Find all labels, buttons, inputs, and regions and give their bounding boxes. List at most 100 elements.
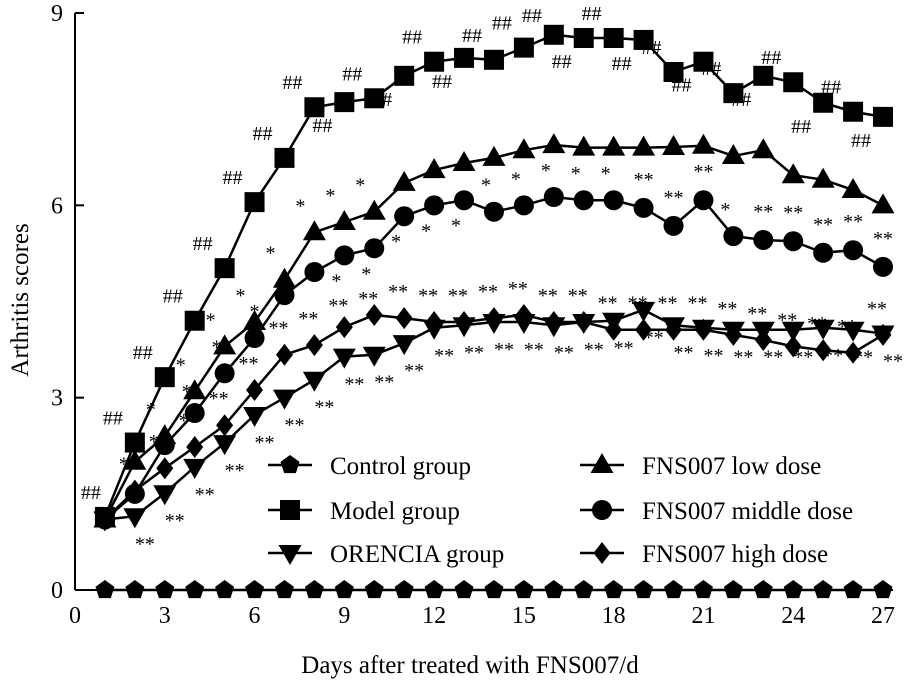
circle-marker <box>364 238 385 259</box>
triangle-up-marker <box>302 220 326 241</box>
x-tick-label: 24 <box>781 603 805 629</box>
x-tick-label: 18 <box>602 603 626 629</box>
triangle-up-marker <box>721 143 745 164</box>
significance-mark: ## <box>133 342 153 364</box>
significance-mark: ** <box>284 415 304 437</box>
significance-mark: ** <box>135 533 155 555</box>
pentagon-marker <box>544 580 564 599</box>
triangle-up-marker <box>871 193 895 214</box>
significance-mark: ## <box>252 123 272 145</box>
diamond-marker <box>275 343 293 366</box>
significance-mark: ** <box>434 345 454 367</box>
diamond-marker <box>96 508 114 531</box>
triangle-up-marker <box>183 379 207 400</box>
square-marker <box>693 51 714 72</box>
significance-mark: ** <box>225 460 245 482</box>
significance-mark: * <box>212 336 222 358</box>
square-marker <box>513 37 534 58</box>
diamond-marker <box>844 341 862 364</box>
legend-label-control: Control group <box>330 453 471 480</box>
significance-mark: ** <box>119 454 139 476</box>
significance-mark: * <box>720 199 730 221</box>
significance-mark: ** <box>568 285 588 307</box>
significance-mark: ## <box>582 3 602 25</box>
significance-mark: ## <box>642 37 662 59</box>
significance-mark: ** <box>418 285 438 307</box>
circle-marker <box>633 197 654 218</box>
significance-mark: ** <box>179 410 199 432</box>
circle-marker <box>843 240 864 261</box>
significance-mark: ## <box>552 51 572 73</box>
significance-mark: * <box>355 175 365 197</box>
circle-marker <box>592 500 612 520</box>
legend-label-low-dose: FNS007 low dose <box>642 453 821 480</box>
x-tick-label: 27 <box>871 603 895 629</box>
diamond-marker <box>874 323 892 346</box>
pentagon-marker <box>125 580 145 599</box>
y-tick-label: 0 <box>51 578 63 604</box>
significance-mark: ## <box>731 89 751 111</box>
significance-mark: ** <box>554 342 574 364</box>
pentagon-marker <box>723 580 743 599</box>
significance-mark: * <box>541 160 551 182</box>
square-marker <box>783 72 804 93</box>
significance-mark: ## <box>462 25 482 47</box>
square-marker <box>633 29 654 50</box>
significance-mark: ## <box>402 27 422 49</box>
triangle-up-marker <box>811 167 835 188</box>
triangle-down-marker <box>213 435 237 456</box>
significance-mark: ** <box>747 303 767 325</box>
diamond-marker <box>395 307 413 330</box>
square-marker <box>214 258 235 279</box>
triangle-down-marker <box>632 301 656 322</box>
significance-mark: ## <box>701 58 721 80</box>
significance-mark: ** <box>524 339 544 361</box>
square-marker <box>723 83 744 104</box>
square-marker <box>483 49 504 70</box>
triangle-up-marker <box>590 453 614 473</box>
diamond-marker <box>814 339 832 362</box>
significance-mark: ** <box>478 281 498 303</box>
square-marker <box>454 47 475 68</box>
pentagon-marker <box>873 580 893 599</box>
circle-marker <box>873 256 893 277</box>
legend-label-orencia: ORENCIA group <box>330 541 504 568</box>
legend-label-model: Model group <box>330 498 460 525</box>
series-control-group <box>95 580 893 599</box>
triangle-down-marker <box>153 485 177 506</box>
significance-mark: ** <box>374 372 394 394</box>
x-tick-label: 9 <box>338 603 350 629</box>
circle-marker <box>394 206 415 227</box>
circle-marker <box>483 201 504 222</box>
triangle-up-marker <box>243 310 267 331</box>
triangle-down-marker <box>183 458 207 479</box>
significance-mark: * <box>206 309 216 331</box>
pentagon-marker <box>95 580 115 599</box>
pentagon-marker <box>424 580 444 599</box>
pentagon-marker <box>155 580 175 599</box>
x-tick-label: 6 <box>249 603 261 629</box>
circle-marker <box>543 186 564 207</box>
pentagon-marker <box>753 580 773 599</box>
x-tick-label: 0 <box>69 603 81 629</box>
significance-mark: ## <box>522 5 542 27</box>
significance-mark: ## <box>612 53 632 75</box>
triangle-up-marker <box>422 158 446 179</box>
significance-mark: ** <box>783 202 803 224</box>
triangle-up-marker <box>632 135 656 156</box>
square-marker <box>573 28 594 49</box>
significance-mark: ** <box>464 342 484 364</box>
significance-mark: ** <box>687 293 707 315</box>
significance-mark: ** <box>195 484 215 506</box>
triangle-down-marker <box>392 335 416 356</box>
significance-mark: ** <box>165 510 185 532</box>
x-tick-label: 12 <box>422 603 446 629</box>
triangle-up-marker <box>602 135 626 156</box>
diamond-marker <box>515 303 533 326</box>
triangle-down-marker <box>302 371 326 392</box>
significance-mark: ** <box>328 295 348 317</box>
triangle-up-marker <box>841 177 865 198</box>
y-tick-label: 9 <box>51 1 63 27</box>
triangle-down-marker <box>243 406 267 427</box>
